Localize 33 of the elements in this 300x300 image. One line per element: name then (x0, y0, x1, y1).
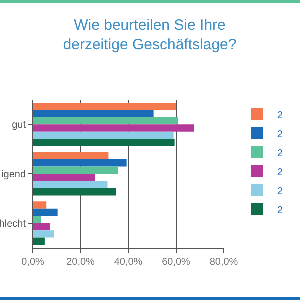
bar (33, 102, 176, 110)
bar (33, 230, 54, 238)
bar (33, 223, 50, 231)
legend-label: 2 (277, 186, 284, 198)
bar (33, 188, 116, 196)
bar (33, 132, 174, 140)
chart-title: Wie beurteilen Sie Ihre derzeitige Geschäftslage? (63, 17, 237, 54)
bar (33, 139, 175, 146)
x-tick-label: 40,0% (114, 257, 143, 268)
legend-label: 2 (277, 129, 284, 140)
bar (33, 152, 109, 160)
bar (33, 160, 127, 167)
y-tick-label: gut (12, 120, 26, 132)
x-tick-label: 20,0% (66, 257, 96, 268)
bar (33, 216, 42, 224)
bar (33, 208, 58, 216)
x-tick-label: 80,0% (210, 257, 238, 268)
x-tick-label: 0,0% (22, 257, 45, 268)
bar (33, 166, 118, 174)
bar (33, 124, 194, 132)
legend-label: 2 (277, 167, 284, 178)
bar (33, 202, 47, 209)
legend-label: 2 (277, 205, 284, 216)
bar (33, 117, 178, 125)
bar (33, 110, 154, 118)
bar (33, 174, 96, 182)
y-tick-label: hlecht (0, 218, 26, 230)
y-tick-label: igend (2, 170, 26, 180)
bar (33, 181, 108, 188)
legend-label: 2 (277, 148, 284, 160)
legend-label: 2 (277, 110, 284, 122)
bar (33, 238, 45, 246)
x-tick-label: 60,0% (162, 257, 191, 268)
